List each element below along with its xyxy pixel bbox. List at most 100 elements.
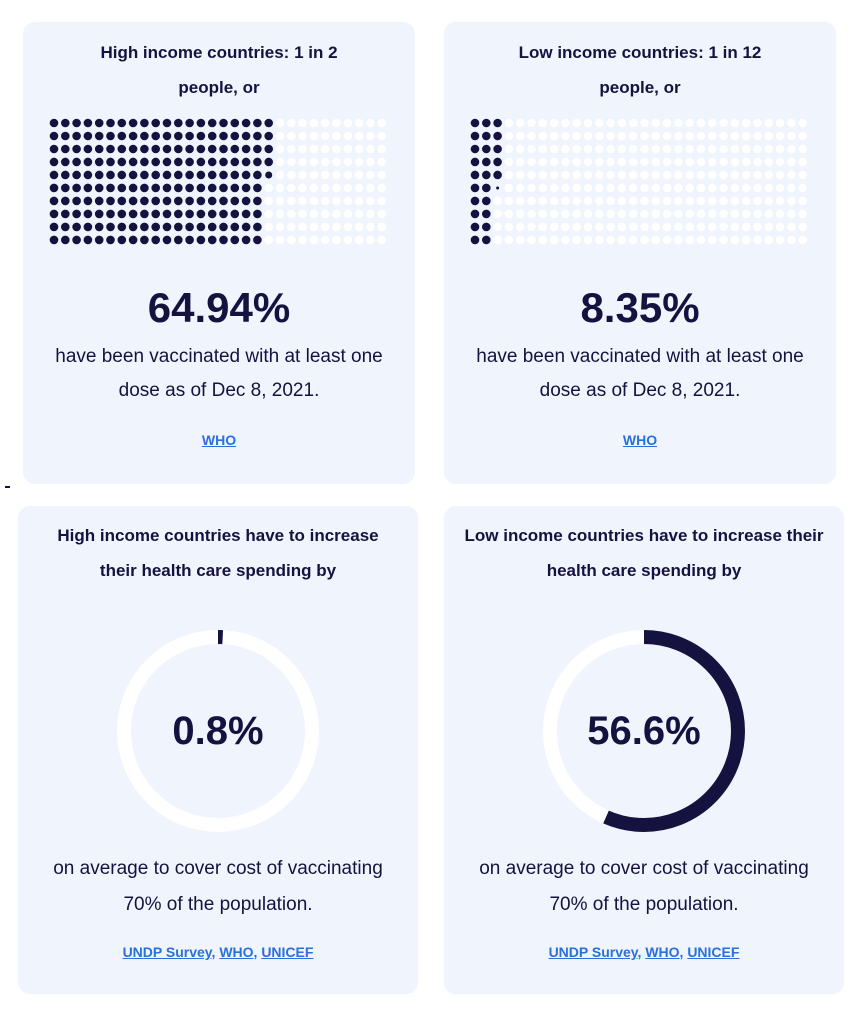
filled-dot xyxy=(94,131,104,141)
filled-dot xyxy=(140,170,149,180)
filled-dot xyxy=(185,183,194,193)
filled-dot xyxy=(174,183,183,193)
filled-dot xyxy=(151,196,160,206)
filled-dot xyxy=(83,157,93,167)
source-link-who[interactable]: WHO xyxy=(645,944,680,960)
empty-dot xyxy=(617,222,627,232)
empty-dot xyxy=(583,235,593,245)
filled-dot xyxy=(264,131,273,141)
empty-dot xyxy=(264,235,273,245)
filled-dot xyxy=(151,131,160,141)
filled-dot xyxy=(61,157,70,167)
filled-dot xyxy=(128,183,138,193)
empty-dot xyxy=(696,222,706,232)
empty-dot xyxy=(741,183,751,193)
empty-dot xyxy=(651,235,661,245)
filled-dot xyxy=(83,209,93,219)
filled-dot xyxy=(196,118,206,128)
filled-dot xyxy=(185,209,194,219)
empty-dot xyxy=(708,196,717,206)
filled-dot xyxy=(219,196,228,206)
empty-dot xyxy=(595,157,604,167)
empty-dot xyxy=(775,144,785,154)
filled-dot xyxy=(117,183,127,193)
empty-dot xyxy=(366,144,375,154)
filled-dot xyxy=(482,170,491,180)
filled-dot xyxy=(470,235,480,245)
empty-dot xyxy=(264,222,273,232)
empty-dot xyxy=(753,157,762,167)
empty-dot xyxy=(730,209,740,219)
empty-dot xyxy=(719,144,728,154)
empty-dot xyxy=(719,196,728,206)
card-description: on average to cover cost of vaccinating … xyxy=(479,858,809,915)
filled-dot xyxy=(253,222,262,232)
empty-dot xyxy=(275,118,285,128)
empty-dot xyxy=(696,183,706,193)
empty-dot xyxy=(662,170,672,180)
vaccinated-percentage: 8.35% xyxy=(580,284,700,331)
empty-dot xyxy=(527,209,536,219)
filled-dot xyxy=(185,170,194,180)
filled-dot xyxy=(151,157,160,167)
empty-dot xyxy=(527,170,536,180)
filled-dot xyxy=(496,186,500,190)
empty-dot xyxy=(674,196,683,206)
empty-dot xyxy=(787,222,796,232)
empty-dot xyxy=(504,144,514,154)
filled-dot xyxy=(241,222,251,232)
filled-dot xyxy=(482,144,491,154)
empty-dot xyxy=(549,144,559,154)
empty-dot xyxy=(377,131,387,141)
empty-dot xyxy=(640,170,649,180)
source-separator: , xyxy=(253,944,262,960)
source-link-unicef[interactable]: UNICEF xyxy=(687,944,740,960)
empty-dot xyxy=(504,209,514,219)
filled-dot xyxy=(83,170,93,180)
empty-dot xyxy=(275,209,285,219)
filled-dot xyxy=(470,222,480,232)
filled-dot xyxy=(196,235,206,245)
filled-dot xyxy=(253,209,262,219)
empty-dot xyxy=(343,209,353,219)
filled-dot xyxy=(241,196,251,206)
source-link-undp-survey[interactable]: UNDP Survey xyxy=(548,944,638,960)
source-link-unicef[interactable]: UNICEF xyxy=(261,944,314,960)
empty-dot xyxy=(583,209,593,219)
empty-dot xyxy=(320,235,330,245)
empty-dot xyxy=(787,235,796,245)
progress-ring-svg xyxy=(543,630,745,832)
empty-dot xyxy=(366,131,375,141)
empty-dot xyxy=(583,144,593,154)
empty-dot xyxy=(354,118,364,128)
empty-dot xyxy=(674,222,683,232)
empty-dot xyxy=(309,170,319,180)
empty-dot xyxy=(606,170,615,180)
filled-dot xyxy=(128,118,138,128)
source-link-who[interactable]: WHO xyxy=(219,944,254,960)
empty-dot xyxy=(628,183,638,193)
source-link-undp-survey[interactable]: UNDP Survey xyxy=(122,944,212,960)
empty-dot xyxy=(606,118,615,128)
filled-dot xyxy=(482,131,491,141)
empty-dot xyxy=(741,209,751,219)
stray-dash xyxy=(5,486,10,488)
empty-dot xyxy=(674,131,683,141)
source-link-who[interactable]: WHO xyxy=(201,432,237,448)
source-link-who[interactable]: WHO xyxy=(622,432,658,448)
empty-dot xyxy=(775,157,785,167)
empty-dot xyxy=(493,222,502,232)
empty-dot xyxy=(583,118,593,128)
empty-dot xyxy=(538,222,548,232)
empty-dot xyxy=(753,196,762,206)
empty-dot xyxy=(572,235,581,245)
empty-dot xyxy=(287,118,296,128)
empty-dot xyxy=(320,118,330,128)
empty-dot xyxy=(527,183,536,193)
low-income-vaccination-card: Low income countries: 1 in 12 people, or… xyxy=(444,22,836,484)
empty-dot xyxy=(708,131,717,141)
filled-dot xyxy=(207,222,217,232)
filled-dot xyxy=(61,118,70,128)
filled-dot xyxy=(162,170,172,180)
filled-dot xyxy=(162,183,172,193)
